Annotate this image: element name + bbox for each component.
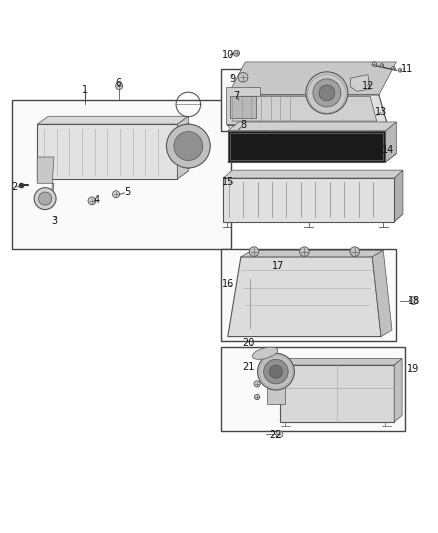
Text: 20: 20 [243, 338, 255, 348]
Circle shape [254, 394, 260, 400]
Polygon shape [37, 157, 54, 205]
Polygon shape [37, 116, 188, 124]
Polygon shape [232, 96, 377, 121]
Text: 8: 8 [240, 120, 246, 131]
Circle shape [410, 297, 417, 304]
Polygon shape [228, 122, 396, 131]
Text: 6: 6 [115, 77, 121, 87]
Circle shape [174, 132, 203, 160]
Polygon shape [37, 171, 188, 179]
Polygon shape [177, 116, 188, 179]
Circle shape [166, 124, 210, 168]
Text: 16: 16 [222, 279, 234, 289]
Polygon shape [223, 214, 403, 222]
Text: 15: 15 [222, 177, 234, 188]
Polygon shape [394, 170, 403, 222]
Circle shape [116, 83, 123, 90]
Circle shape [319, 85, 335, 101]
Polygon shape [280, 359, 402, 365]
Text: 7: 7 [233, 91, 240, 101]
Polygon shape [228, 95, 388, 125]
Bar [221, 69, 265, 131]
Text: 5: 5 [124, 187, 130, 197]
Bar [230, 133, 383, 160]
Text: 18: 18 [408, 296, 420, 305]
Text: 14: 14 [381, 146, 394, 156]
Text: 22: 22 [269, 430, 281, 440]
Circle shape [258, 353, 294, 390]
Polygon shape [394, 359, 402, 422]
Polygon shape [171, 123, 206, 169]
Text: 4: 4 [93, 195, 99, 205]
Bar [12, 100, 231, 249]
Text: 17: 17 [272, 261, 284, 271]
Polygon shape [385, 122, 396, 162]
Polygon shape [228, 131, 385, 162]
Circle shape [300, 247, 309, 256]
Text: 12: 12 [362, 80, 374, 91]
Circle shape [398, 69, 402, 72]
Circle shape [238, 72, 248, 82]
Polygon shape [228, 154, 396, 162]
Text: 9: 9 [229, 75, 235, 84]
Circle shape [249, 247, 259, 256]
Circle shape [269, 365, 283, 378]
Ellipse shape [252, 347, 278, 359]
Text: 3: 3 [52, 215, 58, 225]
Polygon shape [226, 87, 260, 124]
Polygon shape [37, 124, 177, 179]
Polygon shape [241, 251, 383, 257]
Text: 2: 2 [11, 182, 17, 192]
Circle shape [88, 197, 96, 205]
Bar [221, 346, 405, 431]
Circle shape [254, 381, 260, 387]
Circle shape [306, 72, 348, 114]
Polygon shape [228, 95, 388, 125]
Circle shape [372, 62, 377, 66]
Circle shape [350, 247, 360, 256]
Text: 10: 10 [222, 51, 234, 60]
Text: 11: 11 [401, 63, 413, 74]
Circle shape [313, 79, 341, 107]
Polygon shape [372, 251, 392, 336]
Polygon shape [267, 383, 285, 405]
Circle shape [380, 64, 384, 67]
Polygon shape [228, 62, 396, 95]
Polygon shape [228, 257, 381, 336]
Circle shape [113, 191, 120, 198]
Text: 1: 1 [82, 85, 88, 95]
Polygon shape [223, 170, 403, 178]
Circle shape [276, 431, 283, 438]
Text: 21: 21 [243, 362, 255, 372]
Circle shape [233, 50, 240, 56]
Polygon shape [280, 365, 394, 422]
Bar [221, 249, 396, 341]
Circle shape [392, 66, 395, 70]
Text: 19: 19 [406, 365, 419, 374]
Polygon shape [230, 96, 256, 118]
Text: 13: 13 [375, 107, 387, 117]
Polygon shape [350, 75, 370, 91]
Circle shape [34, 188, 56, 209]
Polygon shape [223, 178, 394, 222]
Circle shape [39, 192, 52, 205]
Circle shape [264, 359, 288, 384]
